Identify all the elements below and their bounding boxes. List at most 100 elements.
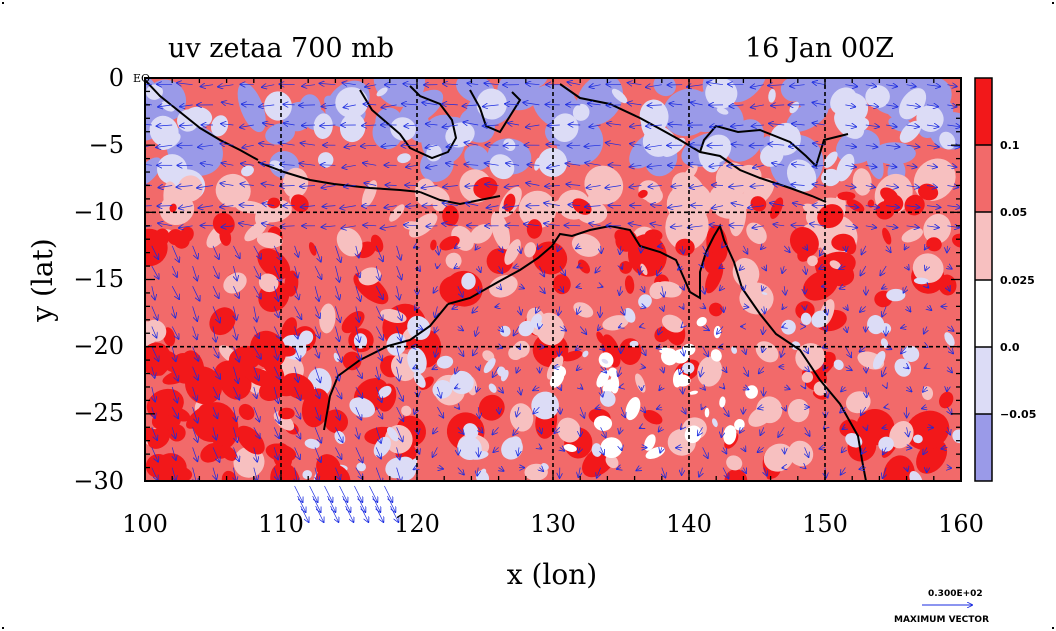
wind-vector [947, 366, 952, 373]
vorticity-blob [349, 397, 376, 418]
wind-vector [422, 186, 438, 188]
vorticity-blob [582, 350, 589, 358]
wind-vector [865, 125, 879, 127]
wind-vector [455, 387, 458, 388]
wind-vector [886, 186, 898, 188]
wind-vector [659, 387, 662, 390]
wind-vector [925, 266, 927, 270]
wind-vector [447, 145, 458, 147]
vorticity-blob [872, 350, 886, 370]
wind-vector [621, 406, 625, 417]
wind-vector [883, 447, 886, 454]
wind-vector [197, 186, 214, 188]
wind-vector [523, 103, 540, 105]
wind-vector [342, 83, 356, 85]
wind-vector [566, 163, 581, 165]
wind-vector [636, 468, 641, 471]
wind-vector [467, 83, 479, 85]
wind-vector [356, 265, 360, 277]
wind-vector [294, 286, 299, 299]
wind-vector [324, 485, 333, 502]
wind-vector [233, 366, 238, 383]
vorticity-blob [557, 417, 581, 443]
vorticity-blob [740, 178, 775, 209]
vorticity-blob [926, 237, 942, 252]
wind-vector [732, 203, 744, 206]
wind-vector [158, 186, 173, 188]
wind-vector [422, 103, 438, 105]
vorticity-blob [662, 137, 686, 157]
vorticity-blob [302, 470, 312, 480]
wind-vector [172, 306, 175, 317]
wind-vector [156, 145, 173, 147]
wind-vector [524, 224, 540, 226]
wind-vector [578, 467, 580, 478]
wind-vector [437, 468, 443, 469]
vorticity-blob [875, 201, 895, 220]
wind-vector [662, 467, 666, 478]
vorticity-blob [219, 227, 232, 246]
wind-vector [192, 386, 197, 400]
wind-vector [845, 367, 851, 370]
wind-vector [375, 386, 382, 402]
vorticity-blob [356, 462, 366, 472]
vorticity-blob [952, 233, 961, 248]
wind-vector [820, 447, 825, 448]
colorbar-label: −0.05 [1000, 408, 1036, 421]
vorticity-blob [770, 197, 784, 219]
wind-vector [376, 366, 379, 379]
wind-vector [241, 184, 254, 186]
wind-vector [381, 226, 397, 229]
wind-vector [213, 326, 216, 342]
wind-vector [805, 266, 806, 274]
wind-vector [681, 427, 682, 429]
vorticity-blob [723, 425, 737, 445]
wind-vector [845, 326, 847, 333]
wind-vector [907, 427, 909, 436]
vorticity-blob [335, 87, 369, 119]
wind-vector [743, 245, 747, 254]
wind-vector [404, 225, 418, 226]
vorticity-blob [750, 196, 767, 212]
wind-vector [171, 326, 178, 339]
wind-vector [178, 145, 193, 146]
x-tick-label: 100 [122, 510, 168, 538]
wind-vector [384, 485, 392, 502]
wind-vector [620, 245, 621, 254]
wind-vector [751, 85, 764, 88]
wind-vector [404, 125, 418, 126]
wind-vector [314, 286, 319, 301]
wind-vector [273, 366, 280, 380]
wind-vector [682, 346, 684, 356]
wind-vector [506, 163, 520, 165]
wind-vector [762, 347, 763, 352]
wind-vector [641, 346, 645, 355]
vorticity-blob [623, 307, 636, 323]
wind-vector [907, 468, 908, 471]
wind-vector [220, 206, 234, 207]
wind-vector [396, 427, 403, 441]
wind-vector [619, 286, 621, 295]
wind-vector [886, 85, 897, 87]
colorbar: 0.1 0.05 0.025 0.0 −0.05 [974, 77, 1036, 482]
wind-vector [922, 407, 927, 408]
wind-vector [659, 427, 662, 431]
wind-vector [455, 366, 458, 374]
wind-vector [335, 386, 341, 398]
wind-vector [784, 286, 785, 295]
wind-vector [239, 223, 254, 226]
wind-vector [517, 366, 520, 373]
wind-vector [402, 104, 418, 105]
vorticity-blob [837, 191, 856, 201]
wind-vector [192, 447, 198, 461]
wind-vector [813, 165, 826, 166]
wind-vector [222, 163, 234, 165]
vorticity-blob [587, 191, 606, 204]
wind-vector [485, 163, 499, 165]
wind-vector [845, 346, 851, 358]
wind-vector [342, 165, 356, 167]
wind-vector [804, 427, 810, 436]
wind-vector [559, 265, 565, 275]
vorticity-blob [738, 268, 756, 282]
vorticity-blob [219, 445, 237, 461]
